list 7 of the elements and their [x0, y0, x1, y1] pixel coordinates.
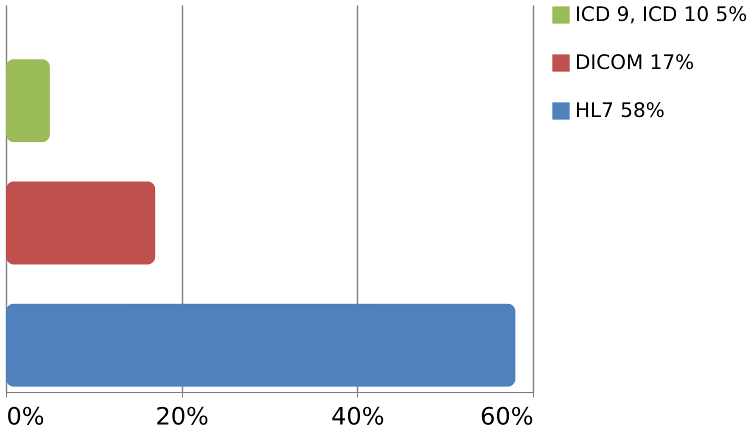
x-tick-label: 0%: [6, 402, 45, 430]
x-tick-label: 60%: [480, 402, 534, 430]
legend-label: DICOM 17%: [575, 50, 694, 74]
legend-label: HL7 58%: [575, 98, 665, 122]
legend-label: ICD 9, ICD 10 5%: [575, 2, 748, 26]
x-tick-label: 20%: [155, 402, 209, 430]
x-tick-label: 40%: [331, 402, 385, 430]
